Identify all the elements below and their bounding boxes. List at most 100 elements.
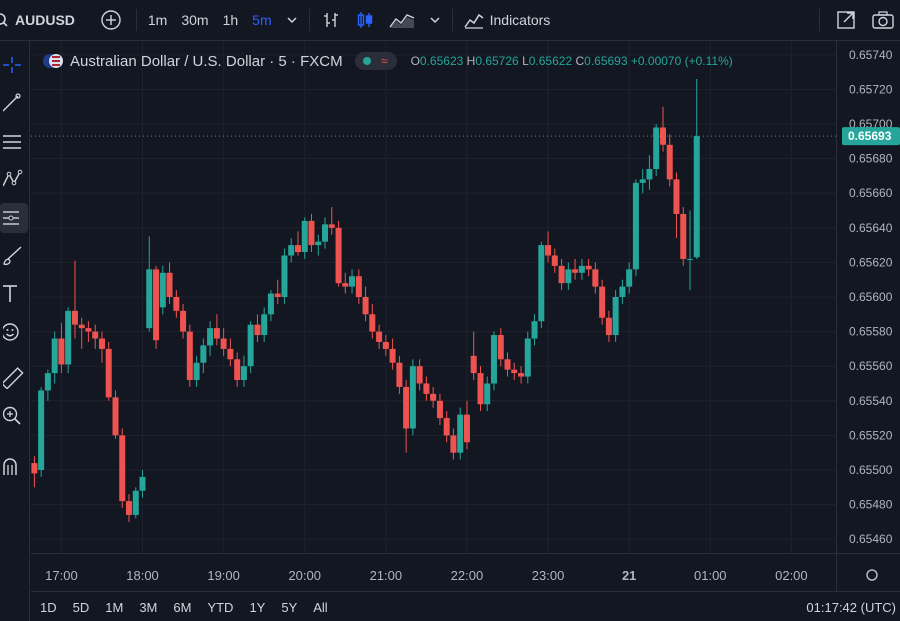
range-3m-button[interactable]: 3M [139,599,158,615]
chart-legend: Australian Dollar / U.S. Dollar · 5 · FX… [42,51,733,71]
interval-1m-button[interactable]: 1m [147,12,168,28]
crosshair-tool[interactable] [0,51,28,81]
last-price-marker: 0.65693 [31,127,900,146]
candle-down [112,397,119,436]
indicators-button[interactable]: Indicators [457,0,558,41]
candle-up [247,324,254,367]
price-tick-label: 0.65520 [849,428,893,442]
brush-tool[interactable] [0,241,28,271]
time-axis[interactable]: 17:00 18:00 19:00 20:00 21:00 22:00 23:00 21 01:… [31,553,900,584]
candle-down [92,331,99,339]
range-1y-button[interactable]: 1Y [249,599,266,615]
candle-down [180,310,187,332]
ohlc-readout: O0.65623 H0.65726 L0.65622 C0.65693 +0.0… [411,54,733,68]
candle-down [545,245,552,256]
candle-up [281,255,288,297]
snapshot-button[interactable] [868,0,900,41]
candle-up [626,269,633,287]
compare-symbol-button[interactable] [82,0,132,41]
range-1m-button[interactable]: 1M [105,599,124,615]
candle-down [71,310,78,325]
horizontal-lines-tool[interactable] [0,127,28,157]
low-key: L [522,54,529,68]
candle-down [389,348,396,363]
magnet-icon [3,458,17,475]
range-6m-button[interactable]: 6M [173,599,192,615]
candle-down [58,338,65,365]
time-tick-label: 02:00 [775,568,808,583]
candle-down [599,286,606,318]
price-tick-label: 0.65680 [849,152,893,166]
range-ytd-button[interactable]: YTD [207,599,234,615]
bar-chart-icon [323,13,338,27]
magnet-tool[interactable] [0,452,28,482]
candle-down [119,435,126,502]
toolbar-divider [451,9,453,31]
fullscreen-button[interactable] [824,0,868,41]
prediction-tool[interactable] [0,203,28,233]
axis-settings-icon [866,569,878,581]
candle-down [423,383,430,394]
ruler-tool[interactable] [0,363,28,393]
candlestick-icon [357,12,372,28]
currency-flags-icon [43,54,63,68]
candlestick-series [31,79,700,522]
candle-down [443,418,450,436]
candle-down [308,220,315,246]
price-tick-label: 0.65580 [849,325,893,339]
candle-up [457,414,464,453]
candle-up [207,328,214,346]
bars-style-button[interactable] [314,0,348,41]
candle-up [484,383,491,405]
range-5y-button[interactable]: 5Y [281,599,298,615]
open-value: 0.65623 [419,54,464,68]
time-tick-label: 20:00 [288,568,321,583]
legend-title[interactable]: Australian Dollar / U.S. Dollar · 5 · FX… [70,52,343,70]
trend-line-tool[interactable] [0,88,28,118]
candle-up [288,245,295,256]
candle-up [538,245,545,322]
high-key: H [466,54,476,68]
pattern-icon [3,169,23,187]
candle-up [693,136,700,258]
emoji-tool[interactable] [0,317,28,347]
candle-up [349,276,356,287]
candle-down [592,269,599,287]
candle-down [98,338,105,349]
candle-down [31,463,38,474]
brush-icon [3,246,22,266]
candle-down [416,366,423,384]
candle-down [572,269,579,273]
price-chart[interactable]: 0.657400.657200.657000.656800.656600.656… [0,41,900,593]
candle-down [173,297,180,311]
candle-up [409,366,416,429]
candle-up [653,127,660,169]
interval-dropdown-button[interactable] [279,0,305,41]
candle-up [531,321,538,339]
price-tick-label: 0.65640 [849,221,893,235]
candle-down [254,324,261,336]
range-all-button[interactable]: All [313,599,328,615]
interval-1h-button[interactable]: 1h [222,12,239,28]
candles-style-button[interactable] [348,0,382,41]
candle-down [125,501,132,515]
text-tool[interactable] [0,279,28,309]
zoom-tool[interactable] [0,401,28,431]
chart-type-dropdown-button[interactable] [422,0,448,41]
interval-30m-button[interactable]: 30m [181,12,209,28]
range-1d-button[interactable]: 1D [40,599,57,615]
candle-down [659,127,666,145]
range-5d-button[interactable]: 5D [72,599,90,615]
pattern-tool[interactable] [0,165,28,195]
interval-5m-button[interactable]: 5m [252,12,272,28]
candle-up [139,476,146,491]
price-axis[interactable]: 0.657400.657200.657000.656800.656600.656… [836,41,893,593]
expand-icon [837,11,855,29]
price-tick-label: 0.65560 [849,359,893,373]
market-status-badge[interactable]: ≈ [354,52,397,70]
search-icon [0,13,8,27]
symbol-search-button[interactable]: AUDUSD [0,0,82,41]
low-value: 0.65622 [528,54,573,68]
area-style-button[interactable] [382,0,422,41]
utc-clock[interactable]: 01:17:42 (UTC) [806,599,896,615]
